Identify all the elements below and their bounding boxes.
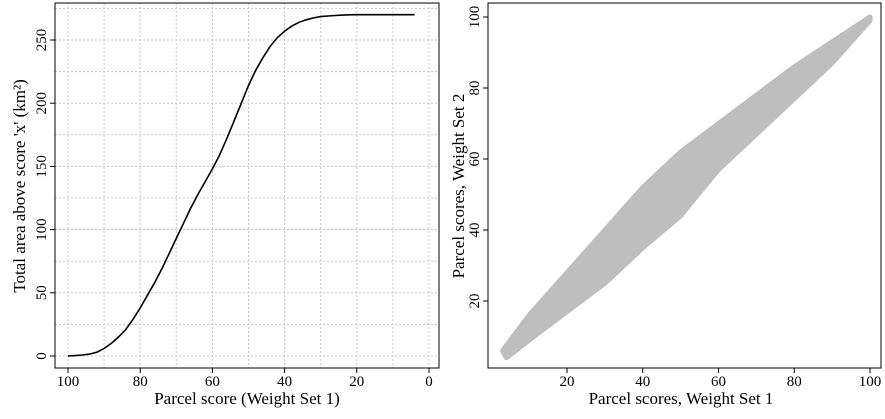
scatter-point [583, 273, 589, 279]
scatter-point [708, 135, 714, 141]
right-ticks: 20 40 60 80 100 20 40 60 80 100 [467, 6, 881, 390]
scatter-point [746, 103, 752, 109]
left-x-tick-label: 20 [349, 374, 364, 390]
right-chart-panel: 20 40 60 80 100 20 40 60 80 100 Parcel scores, We… [449, 2, 882, 408]
left-x-tick-label: 80 [133, 374, 148, 390]
scatter-point [572, 277, 578, 283]
scatter-point [534, 323, 540, 329]
scatter-point [594, 255, 600, 261]
scatter-point [511, 344, 517, 350]
scatter-point [609, 234, 615, 240]
left-y-tick-label: 250 [34, 29, 50, 52]
right-x-tick-label: 60 [711, 374, 726, 390]
cumulative-area-line [67, 13, 415, 357]
scatter-point [685, 156, 691, 162]
scatter-point [848, 28, 854, 34]
scatter-point [632, 213, 638, 219]
left-y-tick-label: 100 [34, 218, 50, 241]
left-y-tick-label: 0 [34, 352, 50, 360]
scatter-point [723, 121, 729, 126]
left-x-tick-label: 40 [277, 374, 292, 390]
scatter-point [545, 309, 551, 315]
scatter-point [784, 74, 790, 80]
left-x-tick-label: 60 [205, 374, 220, 390]
left-plot-frame [54, 2, 440, 369]
left-y-tick-label: 150 [34, 155, 50, 178]
scatter-point [556, 298, 562, 304]
scatter-point [799, 64, 805, 70]
scatter-point [659, 184, 665, 190]
left-x-tick-label: 100 [57, 374, 80, 390]
left-y-tick-label: 200 [34, 92, 50, 115]
scatter-point [734, 113, 740, 119]
scatter-point [503, 351, 509, 357]
right-y-axis-label: Parcel scores, Weight Set 2 [449, 94, 468, 279]
scatter-points [503, 14, 873, 357]
left-x-axis-label: Parcel score (Weight Set 1) [154, 389, 340, 408]
scatter-point-cloud [500, 14, 873, 361]
right-y-tick-label: 80 [467, 81, 483, 96]
scatter-point [761, 92, 767, 98]
scatter-point [697, 149, 703, 155]
right-y-tick-label: 40 [467, 223, 483, 238]
right-y-tick-label: 60 [467, 152, 483, 167]
scatter-point [647, 192, 653, 197]
left-grid [55, 3, 439, 368]
scatter-point [519, 337, 525, 343]
right-plot-frame [487, 2, 882, 369]
left-x-tick-label: 0 [425, 374, 433, 390]
scatter-point [670, 174, 676, 180]
right-y-tick-label: 20 [467, 294, 483, 309]
right-x-tick-label: 40 [635, 374, 650, 390]
right-x-axis-label: Parcel scores, Weight Set 1 [589, 389, 774, 408]
left-y-axis-label: Total area above score 'x' (km²) [10, 79, 29, 292]
left-y-tick-label: 50 [34, 285, 50, 300]
scatter-point [867, 14, 873, 20]
scatter-point [859, 21, 865, 27]
scatter-point [822, 50, 828, 55]
scatter-point [772, 81, 778, 87]
right-x-tick-label: 80 [787, 374, 802, 390]
right-y-tick-label: 100 [467, 6, 483, 29]
right-x-tick-label: 100 [859, 374, 882, 390]
right-x-tick-label: 20 [560, 374, 575, 390]
scatter-point [810, 57, 816, 63]
scatter-point [621, 227, 627, 233]
scatter-point [837, 35, 843, 41]
